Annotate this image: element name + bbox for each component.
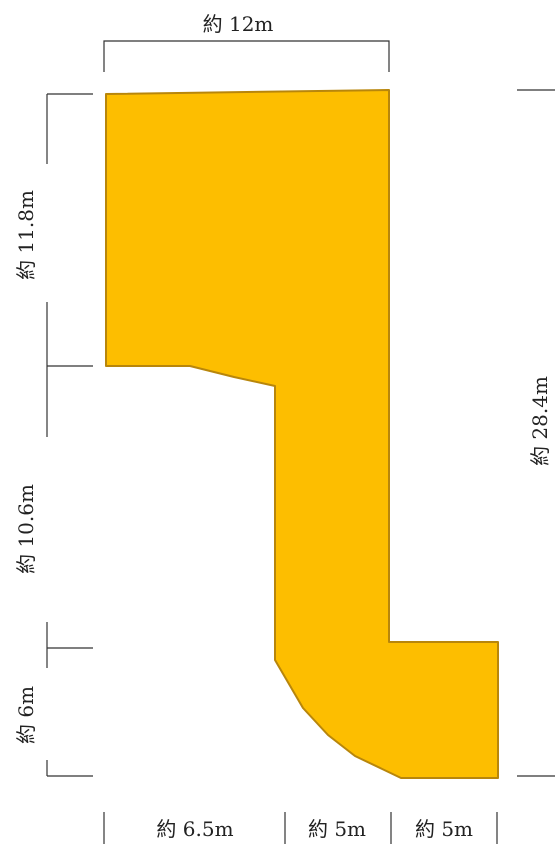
left-middle-label: 約 10.6m	[14, 484, 38, 574]
left-lower-label: 約 6m	[14, 686, 38, 744]
land-plot-shape	[105, 89, 499, 779]
left-dimensions: 約 11.8m 約 10.6m 約 6m	[14, 93, 93, 777]
bottom-left-label: 約 6.5m	[156, 817, 233, 841]
bottom-dimensions: 約 6.5m 約 5m 約 5m	[103, 812, 498, 844]
right-total-label: 約 28.4m	[528, 376, 552, 466]
right-dimension: 約 28.4m	[517, 89, 555, 777]
left-upper-label: 約 11.8m	[14, 190, 38, 280]
top-dimension: 約 12m	[103, 12, 390, 72]
top-width-label: 約 12m	[203, 12, 274, 36]
bottom-middle-label: 約 5m	[308, 817, 366, 841]
bottom-right-label: 約 5m	[415, 817, 473, 841]
top-dimension-bracket	[103, 40, 390, 72]
